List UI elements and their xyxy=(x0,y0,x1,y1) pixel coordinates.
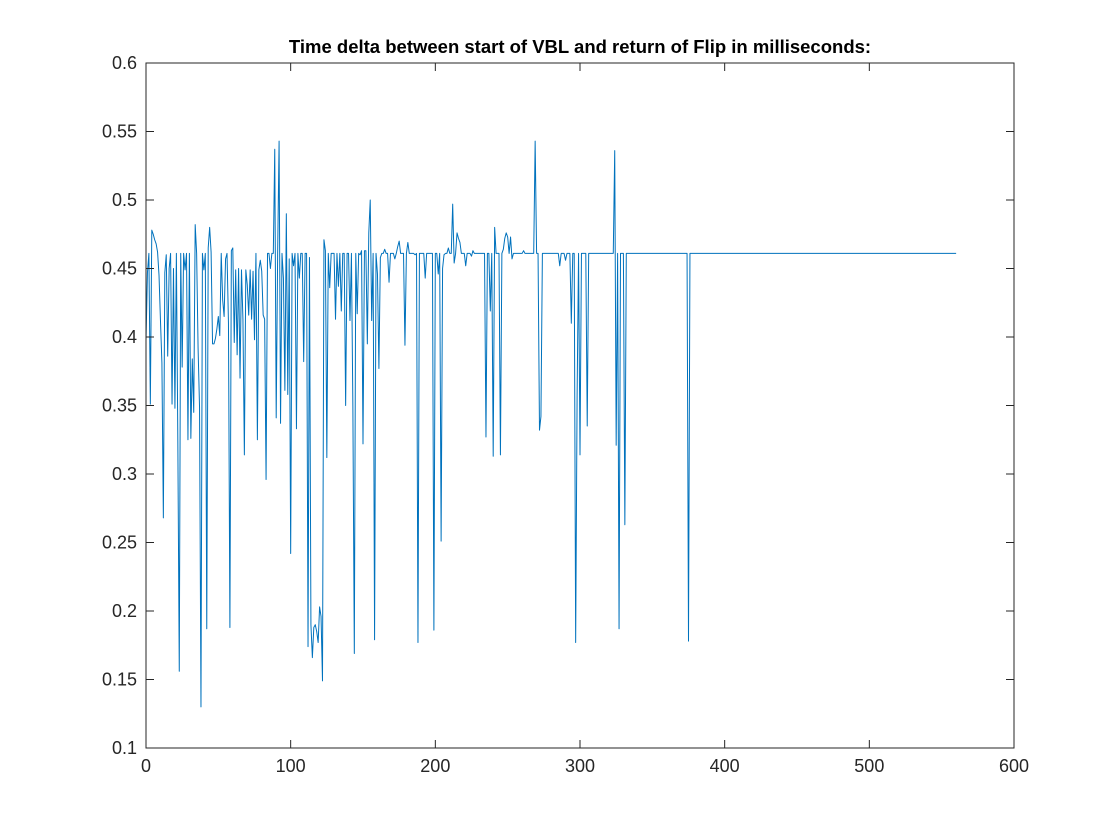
y-tick-label: 0.6 xyxy=(112,53,137,73)
x-tick-label: 600 xyxy=(999,756,1029,776)
series-line-0 xyxy=(145,140,957,708)
y-tick-label: 0.25 xyxy=(102,533,137,553)
x-tick-label: 0 xyxy=(141,756,151,776)
x-tick-label: 200 xyxy=(420,756,450,776)
y-tick-label: 0.1 xyxy=(112,738,137,758)
y-tick-label: 0.4 xyxy=(112,327,137,347)
x-tick-label: 400 xyxy=(710,756,740,776)
y-tick-label: 0.55 xyxy=(102,122,137,142)
y-tick-label: 0.15 xyxy=(102,670,137,690)
y-tick-label: 0.3 xyxy=(112,464,137,484)
y-tick-label: 0.5 xyxy=(112,190,137,210)
chart-title: Time delta between start of VBL and retu… xyxy=(289,36,871,57)
axes-layer: 0 100 200 300 400 500 600 0.1 0.15 0.2 0.25 0.3 0.35… xyxy=(102,53,1029,776)
x-tick-label: 100 xyxy=(276,756,306,776)
y-tick-label: 0.2 xyxy=(112,601,137,621)
y-tick-label: 0.45 xyxy=(102,259,137,279)
data-layer xyxy=(145,140,957,708)
x-tick-label: 300 xyxy=(565,756,595,776)
y-tick-label: 0.35 xyxy=(102,396,137,416)
x-tick-label: 500 xyxy=(854,756,884,776)
